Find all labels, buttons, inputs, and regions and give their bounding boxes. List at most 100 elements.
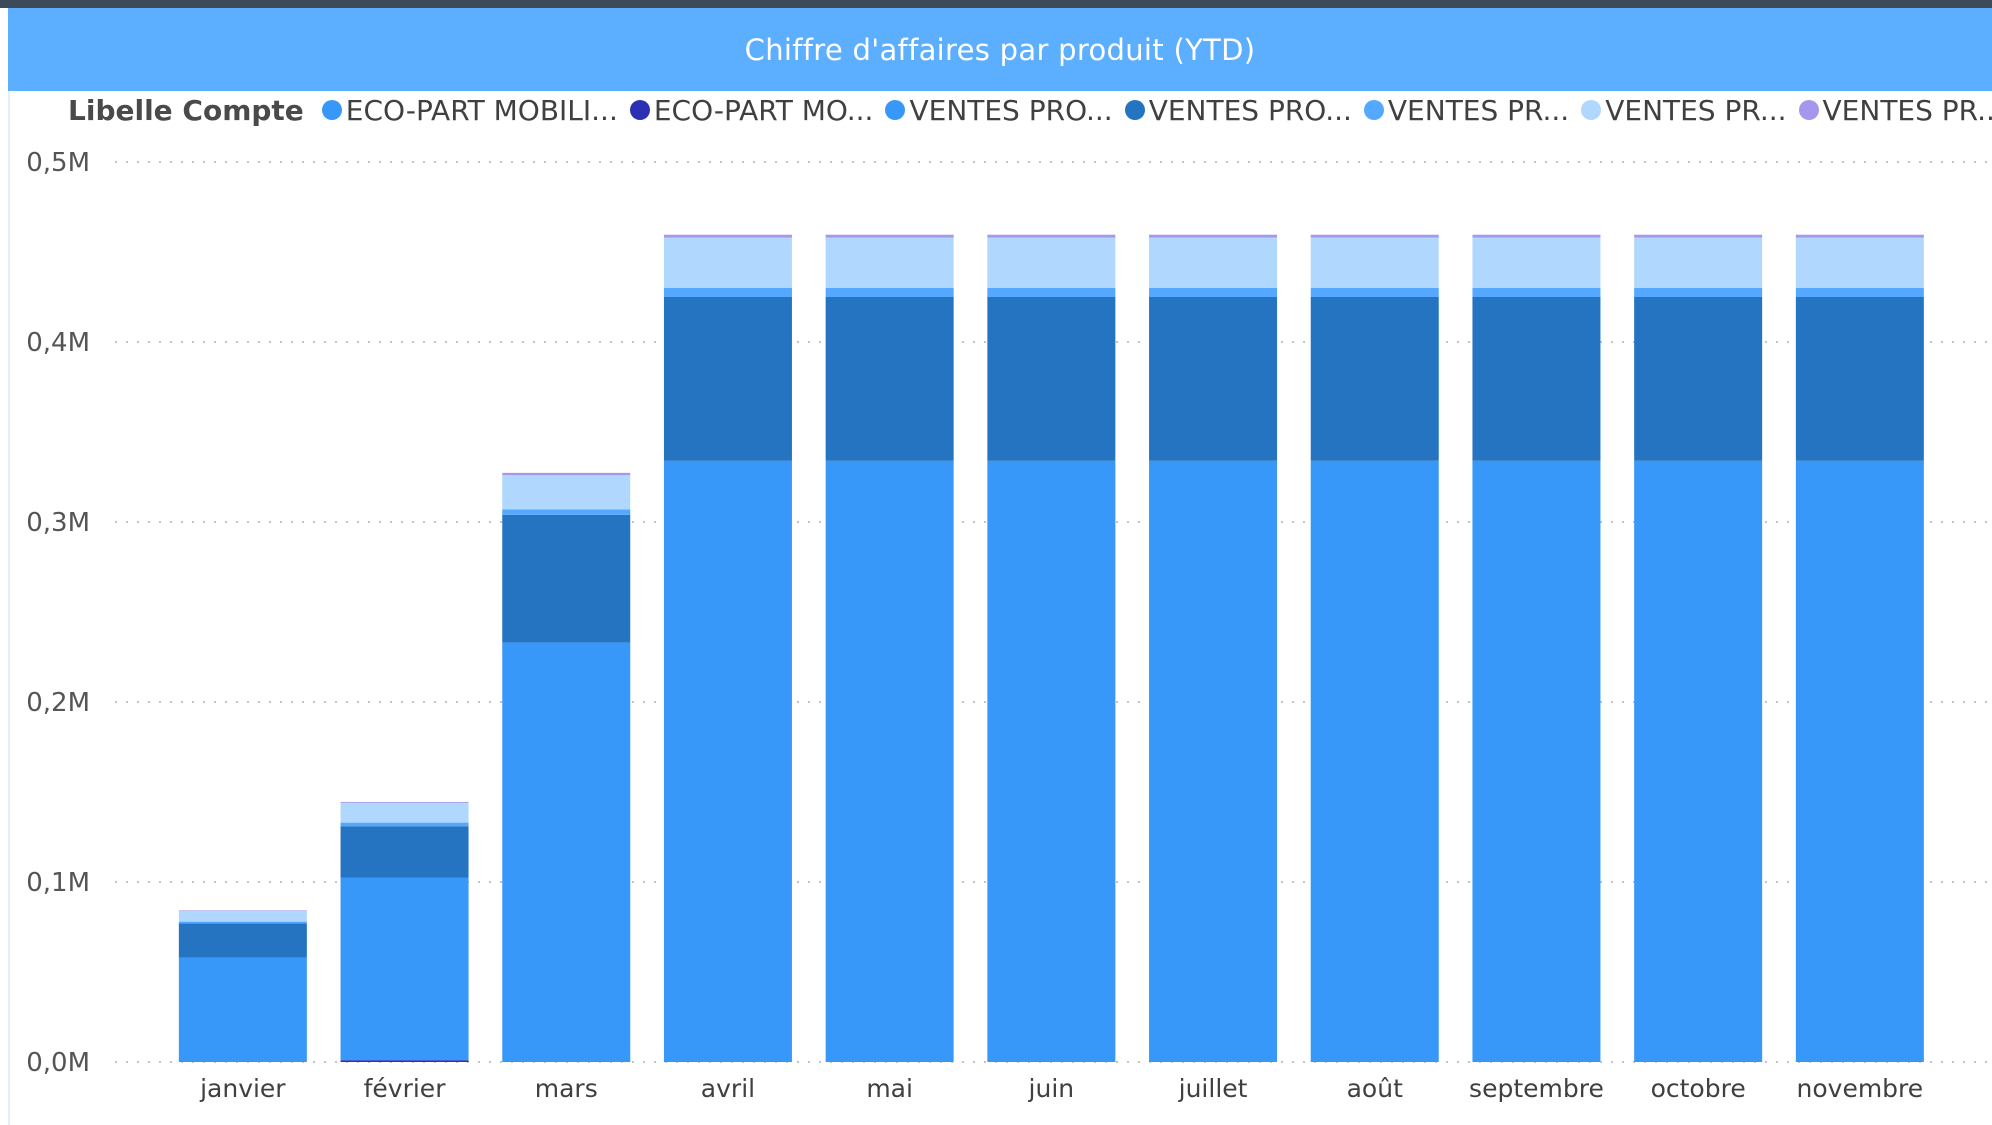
bar-segment[interactable] — [987, 297, 1116, 461]
bar-segment[interactable] — [1795, 234, 1924, 238]
bar-segment[interactable] — [178, 923, 307, 958]
legend-marker — [1363, 100, 1384, 120]
legend-item[interactable]: VENTES PR... — [1363, 93, 1570, 127]
legend-item[interactable]: ECO-PART MOBILI... — [321, 93, 618, 127]
x-tick-label: mai — [866, 1074, 913, 1103]
chart-legend: Libelle Compte ECO-PART MOBILI... ECO-PA… — [68, 91, 1992, 129]
legend-marker — [885, 100, 906, 120]
bar-segment[interactable] — [1634, 237, 1763, 288]
bar-segment[interactable] — [825, 234, 954, 238]
x-tick-label: janvier — [199, 1074, 286, 1103]
bar-segment[interactable] — [663, 297, 792, 461]
bar-segment[interactable] — [1310, 297, 1439, 461]
legend-marker — [321, 100, 342, 120]
bar-segment[interactable] — [340, 822, 469, 827]
y-tick-label: 0,5M — [26, 148, 90, 178]
legend-label: VENTES PRO... — [909, 93, 1113, 127]
x-tick-label: juin — [1028, 1074, 1075, 1103]
legend-item[interactable]: VENTES PR... — [1798, 93, 1992, 127]
bar-segment[interactable] — [1634, 460, 1763, 1062]
legend-marker — [629, 100, 650, 120]
y-tick-label: 0,0M — [26, 1048, 90, 1078]
bar-segment[interactable] — [1795, 288, 1924, 297]
legend-label: ECO-PART MOBILI... — [345, 93, 618, 127]
y-tick-label: 0,3M — [26, 508, 90, 538]
legend-label: VENTES PR... — [1605, 93, 1787, 127]
bar-segment[interactable] — [340, 877, 469, 1061]
legend-item[interactable]: VENTES PR... — [1581, 93, 1787, 127]
bar-segment[interactable] — [1472, 460, 1601, 1062]
legend-marker — [1581, 100, 1602, 120]
legend-label: VENTES PR... — [1387, 93, 1570, 127]
bar-segment[interactable] — [1310, 460, 1439, 1062]
bar-segment[interactable] — [178, 910, 307, 911]
x-tick-label: septembre — [1469, 1074, 1604, 1103]
bar-segment[interactable] — [987, 288, 1116, 297]
bar-segment[interactable] — [340, 826, 469, 878]
x-tick-label: mars — [535, 1074, 598, 1103]
legend-marker — [1798, 100, 1819, 120]
bar-segment[interactable] — [1472, 288, 1601, 297]
bar-segment[interactable] — [178, 957, 307, 1062]
bar-segment[interactable] — [1472, 234, 1601, 238]
bar-segment[interactable] — [178, 910, 307, 922]
legend-label: VENTES PRO... — [1148, 93, 1352, 127]
y-tick-label: 0,2M — [26, 688, 90, 718]
x-tick-label: juillet — [1178, 1074, 1248, 1103]
x-tick-label: août — [1347, 1074, 1403, 1103]
bar-segment[interactable] — [502, 642, 631, 1062]
bar-segment[interactable] — [340, 801, 469, 803]
x-tick-label: novembre — [1797, 1074, 1924, 1103]
bar-segment[interactable] — [1310, 237, 1439, 288]
visual-title-bar: Chiffre d'affaires par produit (YTD) — [8, 8, 1992, 91]
bar-segment[interactable] — [1634, 297, 1763, 461]
chart-title: Chiffre d'affaires par produit (YTD) — [744, 32, 1256, 67]
bar-segment[interactable] — [1149, 297, 1278, 461]
bar-segment[interactable] — [1634, 234, 1763, 238]
legend-title: Libelle Compte — [68, 93, 304, 127]
bar-segment[interactable] — [502, 514, 631, 643]
bar-segment[interactable] — [1795, 297, 1924, 461]
bar-segment[interactable] — [502, 509, 631, 515]
bar-segment[interactable] — [663, 237, 792, 288]
bar-segment[interactable] — [502, 475, 631, 510]
legend-item[interactable]: VENTES PRO... — [1124, 93, 1352, 127]
legend-item[interactable]: VENTES PRO... — [885, 93, 1113, 127]
x-tick-label: février — [364, 1074, 447, 1103]
bar-segment[interactable] — [1149, 237, 1278, 288]
legend-item[interactable]: ECO-PART MO... — [629, 93, 874, 127]
bar-segment[interactable] — [1149, 234, 1278, 238]
bar-segment[interactable] — [1472, 237, 1601, 288]
y-tick-label: 0,4M — [26, 328, 90, 358]
bar-segment[interactable] — [987, 237, 1116, 288]
bar-segment[interactable] — [987, 460, 1116, 1062]
card-border — [8, 91, 10, 1125]
x-tick-label: octobre — [1651, 1074, 1746, 1103]
bar-segment[interactable] — [1795, 460, 1924, 1062]
x-tick-label: avril — [701, 1074, 755, 1103]
bar-segment[interactable] — [663, 288, 792, 297]
bar-segment[interactable] — [1310, 288, 1439, 297]
legend-label: VENTES PR... — [1822, 93, 1992, 127]
legend-label: ECO-PART MO... — [653, 93, 874, 127]
bar-segment[interactable] — [1149, 460, 1278, 1062]
y-tick-label: 0,1M — [26, 868, 90, 898]
bar-segment[interactable] — [340, 1060, 469, 1062]
bar-segment[interactable] — [1795, 237, 1924, 288]
bar-segment[interactable] — [1310, 234, 1439, 238]
bar-segment[interactable] — [1634, 288, 1763, 297]
bar-segment[interactable] — [340, 802, 469, 823]
bar-segment[interactable] — [178, 921, 307, 924]
bar-segment[interactable] — [987, 234, 1116, 238]
bar-segment[interactable] — [825, 237, 954, 288]
bar-segment[interactable] — [825, 460, 954, 1062]
bar-segment[interactable] — [1149, 288, 1278, 297]
bar-segment[interactable] — [825, 297, 954, 461]
bar-segment[interactable] — [663, 234, 792, 238]
bar-segment[interactable] — [825, 288, 954, 297]
bar-segment[interactable] — [1472, 297, 1601, 461]
bar-segment[interactable] — [502, 472, 631, 476]
bar-segment[interactable] — [663, 460, 792, 1062]
